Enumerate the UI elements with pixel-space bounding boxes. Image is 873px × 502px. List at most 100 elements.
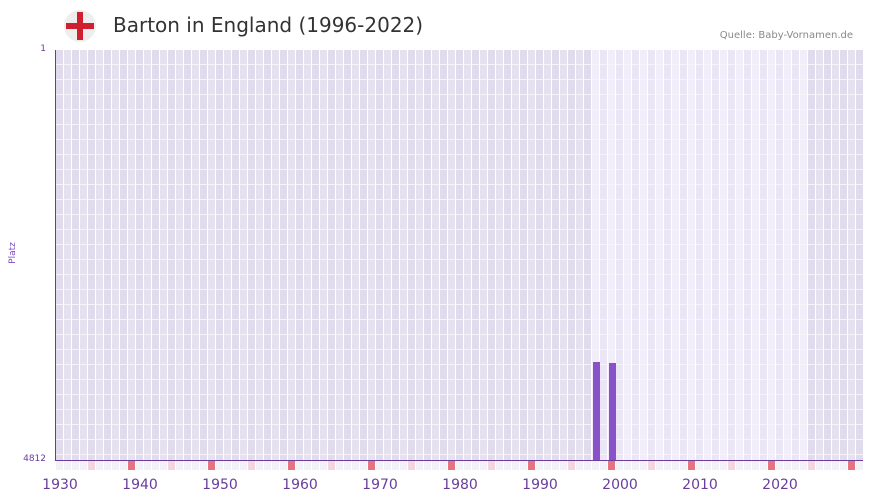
year-marker — [816, 461, 823, 470]
grid-column — [792, 50, 799, 460]
plot-area — [56, 50, 863, 460]
grid-column — [56, 50, 63, 460]
year-marker — [240, 461, 247, 470]
year-marker — [848, 461, 855, 470]
grid-column — [376, 50, 383, 460]
year-marker — [360, 461, 367, 470]
grid-column — [688, 50, 695, 460]
grid-column — [128, 50, 135, 460]
grid-column — [400, 50, 407, 460]
grid-column — [840, 50, 847, 460]
grid-column — [752, 50, 759, 460]
grid-column — [272, 50, 279, 460]
year-marker — [336, 461, 343, 470]
grid-column — [264, 50, 271, 460]
grid-column — [288, 50, 295, 460]
year-marker — [488, 461, 495, 470]
year-marker — [616, 461, 623, 470]
year-marker — [664, 461, 671, 470]
y-axis-title: Platz — [8, 242, 18, 264]
year-marker — [280, 461, 287, 470]
year-marker — [768, 461, 775, 470]
year-marker — [504, 461, 511, 470]
grid-column — [456, 50, 463, 460]
year-marker — [648, 461, 655, 470]
year-marker — [432, 461, 439, 470]
grid-column — [488, 50, 495, 460]
year-marker — [288, 461, 295, 470]
bar-1996[interactable] — [593, 361, 600, 460]
year-marker — [760, 461, 767, 470]
grid-column — [648, 50, 655, 460]
y-tick-top: 1 — [40, 44, 46, 54]
grid-column — [416, 50, 423, 460]
year-marker — [712, 461, 719, 470]
year-marker — [264, 461, 271, 470]
year-marker — [400, 461, 407, 470]
x-tick-label: 1980 — [442, 477, 478, 493]
year-marker — [680, 461, 687, 470]
year-marker — [520, 461, 527, 470]
grid-column — [184, 50, 191, 460]
grid-column — [176, 50, 183, 460]
source-link[interactable]: Quelle: Baby-Vornamen.de — [719, 30, 853, 41]
year-marker — [200, 461, 207, 470]
year-marker — [632, 461, 639, 470]
grid-column — [240, 50, 247, 460]
y-axis-line — [55, 50, 56, 461]
grid-column — [248, 50, 255, 460]
year-marker — [472, 461, 479, 470]
grid-column — [504, 50, 511, 460]
x-tick-label: 1950 — [202, 477, 238, 493]
x-tick-label: 2020 — [762, 477, 798, 493]
year-marker — [832, 461, 839, 470]
bar-1998[interactable] — [609, 363, 616, 460]
year-marker — [184, 461, 191, 470]
grid-column — [368, 50, 375, 460]
year-marker — [736, 461, 743, 470]
year-marker — [560, 461, 567, 470]
year-marker — [640, 461, 647, 470]
grid-column — [80, 50, 87, 460]
y-tick-bottom: 4812 — [23, 454, 46, 464]
grid-column — [216, 50, 223, 460]
year-marker — [856, 461, 863, 470]
year-marker — [80, 461, 87, 470]
grid-column — [600, 50, 607, 460]
grid-column — [696, 50, 703, 460]
grid-column — [800, 50, 807, 460]
year-marker — [64, 461, 71, 470]
grid-column — [680, 50, 687, 460]
grid-column — [768, 50, 775, 460]
grid-column — [408, 50, 415, 460]
grid-column — [120, 50, 127, 460]
year-marker — [120, 461, 127, 470]
year-marker — [672, 461, 679, 470]
year-marker — [232, 461, 239, 470]
year-marker — [392, 461, 399, 470]
grid-column — [720, 50, 727, 460]
year-marker — [168, 461, 175, 470]
grid-column — [616, 50, 623, 460]
grid-column — [280, 50, 287, 460]
grid-column — [432, 50, 439, 460]
year-marker — [192, 461, 199, 470]
x-tick-label: 1930 — [42, 477, 78, 493]
grid-column — [448, 50, 455, 460]
year-marker — [656, 461, 663, 470]
year-marker — [72, 461, 79, 470]
year-marker — [544, 461, 551, 470]
grid-column — [672, 50, 679, 460]
year-marker — [536, 461, 543, 470]
year-marker — [424, 461, 431, 470]
year-marker — [328, 461, 335, 470]
grid-column — [632, 50, 639, 460]
year-marker — [416, 461, 423, 470]
grid-column — [664, 50, 671, 460]
grid-column — [560, 50, 567, 460]
year-marker — [408, 461, 415, 470]
year-marker — [112, 461, 119, 470]
grid-column — [760, 50, 767, 460]
grid-column — [568, 50, 575, 460]
year-marker — [176, 461, 183, 470]
